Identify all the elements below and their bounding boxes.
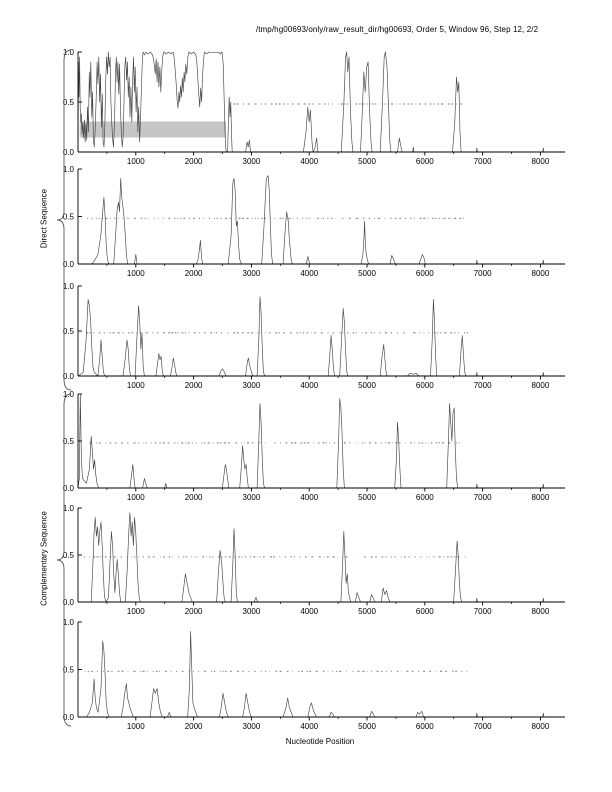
tick-label: 4000 [300, 493, 318, 502]
tick-label: 7000 [474, 493, 492, 502]
group-brace-direct [56, 49, 72, 391]
tick-label: 2000 [185, 607, 203, 616]
tick-label: 0.5 [63, 665, 75, 674]
tick-label: 0.5 [63, 327, 75, 336]
tick-label: 8000 [532, 157, 550, 166]
tick-label: 0.0 [63, 372, 75, 381]
tick-label: 1000 [127, 493, 145, 502]
probability-curve [78, 512, 565, 603]
tick-label: 6000 [416, 269, 434, 278]
tick-label: 0.5 [63, 212, 75, 221]
tick-label: 1.0 [63, 618, 75, 627]
tick-label: 2000 [185, 157, 203, 166]
tick-label: 3000 [243, 607, 261, 616]
tick-label: 5000 [358, 269, 376, 278]
tick-label: 0.0 [63, 598, 75, 607]
tick-label: 2000 [185, 381, 203, 390]
tick-label: 1.0 [63, 165, 75, 174]
tick-label: 1000 [127, 381, 145, 390]
panel-complementary-frame-3: 0.0 0.5 1.0 1000 2000 3000 4000 5000 6000 7000 800… [63, 618, 565, 731]
tick-label: 5000 [358, 493, 376, 502]
figure-title: /tmp/hg00693/only/raw_result_dir/hg00693… [255, 25, 539, 34]
tick-label: 3000 [243, 722, 261, 731]
tick-label: 5000 [358, 607, 376, 616]
tick-label: 8000 [532, 269, 550, 278]
tick-label: 4000 [300, 381, 318, 390]
tick-label: 0.0 [63, 148, 75, 157]
tick-label: 2000 [185, 722, 203, 731]
tick-label: 2000 [185, 269, 203, 278]
tick-label: 4000 [300, 269, 318, 278]
probability-curve [77, 51, 565, 153]
tick-label: 4000 [300, 607, 318, 616]
highlight-band [79, 121, 226, 138]
tick-label: 6000 [416, 607, 434, 616]
tick-label: 2000 [185, 493, 203, 502]
tick-label: 3000 [243, 157, 261, 166]
tick-label: 6000 [416, 722, 434, 731]
tick-label: 6000 [416, 381, 434, 390]
tick-label: 0.5 [63, 437, 75, 446]
tick-label: 8000 [532, 493, 550, 502]
tick-label: 0.0 [63, 260, 75, 269]
tick-label: 1000 [127, 157, 145, 166]
panel-direct-frame-1: 0.0 0.5 1.0 1000 2000 3000 4000 5000 6000 7000 800… [63, 48, 565, 166]
tick-label: 3000 [243, 269, 261, 278]
tick-label: 5000 [358, 157, 376, 166]
tick-label: 1000 [127, 269, 145, 278]
probability-curve [77, 296, 565, 377]
tick-label: 1000 [127, 607, 145, 616]
tick-label: 7000 [474, 157, 492, 166]
tick-label: 0.0 [63, 484, 75, 493]
tick-label: 7000 [474, 722, 492, 731]
tick-label: 5000 [358, 381, 376, 390]
tick-label: 0.5 [63, 551, 75, 560]
tick-label: 0.5 [63, 98, 75, 107]
tick-label: 3000 [243, 493, 261, 502]
tick-label: 8000 [532, 607, 550, 616]
tick-label: 5000 [358, 722, 376, 731]
tick-label: 3000 [243, 381, 261, 390]
x-axis-title: Nucleotide Position [285, 737, 355, 746]
panel-complementary-frame-2: 0.0 0.5 1.0 1000 2000 3000 4000 5000 6000 7000 800… [63, 504, 565, 616]
tick-label: 1.0 [63, 504, 75, 513]
panel-direct-frame-3: 0.0 0.5 1.0 1000 2000 3000 4000 5000 6000 7000 800… [63, 282, 565, 390]
probability-curve [78, 175, 565, 265]
tick-label: 8000 [532, 722, 550, 731]
group-brace-complementary [56, 393, 72, 727]
tick-label: 0.0 [63, 713, 75, 722]
tick-label: 1000 [127, 722, 145, 731]
tick-label: 4000 [300, 157, 318, 166]
tick-label: 6000 [416, 493, 434, 502]
tick-label: 4000 [300, 722, 318, 731]
tick-label: 6000 [416, 157, 434, 166]
tick-label: 1.0 [63, 48, 75, 57]
tick-label: 8000 [532, 381, 550, 390]
tick-label: 7000 [474, 607, 492, 616]
tick-label: 7000 [474, 269, 492, 278]
probability-curve [78, 631, 565, 718]
panel-direct-frame-2: 0.0 0.5 1.0 1000 2000 3000 4000 5000 6000 7000 800… [63, 165, 565, 278]
probability-curve [77, 393, 565, 489]
tick-label: 1.0 [63, 282, 75, 291]
tick-label: 7000 [474, 381, 492, 390]
